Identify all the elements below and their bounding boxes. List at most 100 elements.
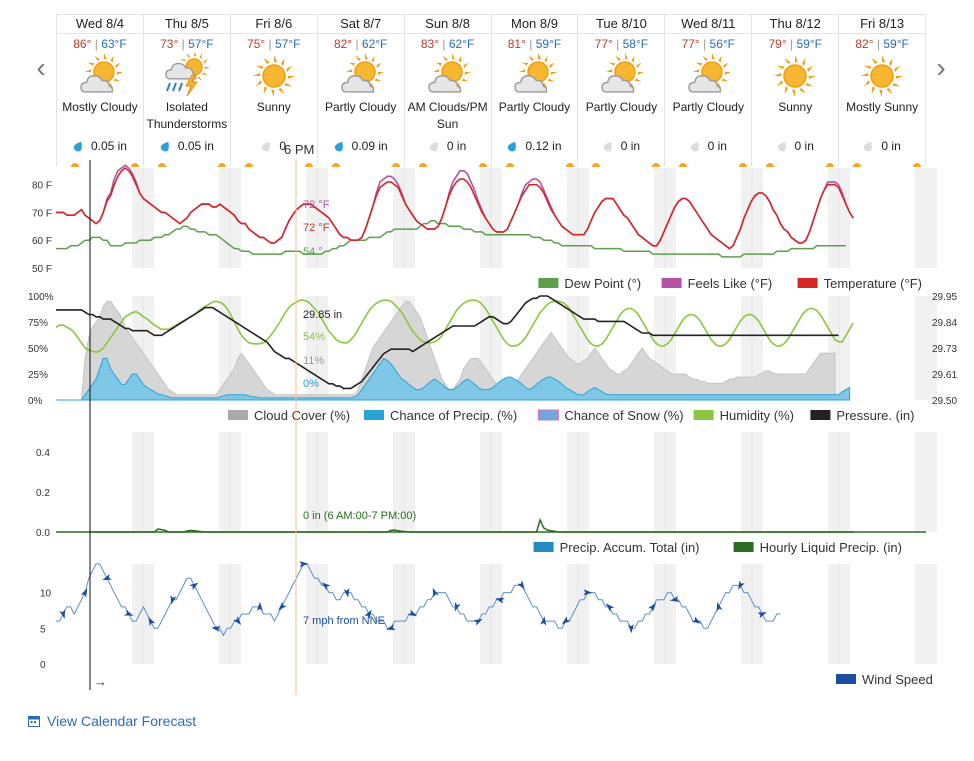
day-column[interactable]: Fri 8/6 75° | 57°F Sunny 0: [230, 15, 318, 167]
day-column[interactable]: Wed 8/11 77° | 56°F Partly Cloudy 0 in: [665, 15, 753, 167]
current-time-arrow: →: [94, 674, 107, 689]
precip-amount: 0 in: [446, 139, 467, 153]
condition-text: Mostly Sunny: [846, 100, 919, 114]
wind-arrow-head: [561, 616, 571, 625]
y2-tick-label: 29.84: [932, 318, 957, 329]
daily-precip: 0 in: [578, 139, 664, 153]
wind-direction-arrow: [299, 561, 309, 568]
legend-label: Wind Speed: [862, 672, 933, 687]
legend-swatch: [836, 674, 856, 684]
legend-swatch: [537, 409, 559, 421]
wind-direction-arrow: [627, 624, 634, 634]
legend-label: Dew Point (°): [564, 276, 641, 291]
no-rain-drop-icon: [603, 141, 612, 151]
legend-swatch: [693, 410, 714, 420]
day-column[interactable]: Thu 8/12 79° | 59°F Sunny 0 in: [752, 15, 840, 167]
night-band: [915, 296, 937, 400]
y-tick-label: 100%: [28, 292, 54, 303]
hover-time-label: 6 PM: [284, 142, 315, 157]
high-temp: 82°: [333, 37, 353, 51]
wind-arrow-head: [233, 616, 242, 625]
wind-direction-arrow: [583, 589, 593, 596]
view-calendar-forecast-link[interactable]: View Calendar Forecast: [28, 713, 196, 729]
legend-label: Temperature (°F): [824, 276, 922, 291]
daily-precip: 0.05 in: [57, 139, 143, 153]
high-temp: 81°: [507, 37, 526, 51]
wind-direction-arrow: [278, 601, 287, 611]
wind-direction-arrow: [432, 587, 439, 598]
legend-label: Precip. Accum. Total (in): [560, 540, 700, 555]
wind-arrow-head: [59, 609, 66, 619]
wind-arrow-head: [648, 602, 657, 612]
no-rain-drop-icon: [262, 141, 271, 151]
sunny-icon: [861, 55, 904, 97]
precip-amount: 0 in: [707, 139, 727, 153]
day-column[interactable]: Sat 8/7 82° | 62°F Partly Cloudy 0.09 in: [317, 15, 405, 167]
wind-arrow-head: [517, 580, 525, 590]
no-rain-drop-icon: [429, 141, 438, 151]
high-temp: 86°: [73, 37, 92, 51]
day-column[interactable]: Wed 8/4 86° | 63°F Mostly Cloudy 0.05 in: [57, 15, 144, 167]
wind-arrow-head: [124, 609, 134, 616]
high-temp: 77°: [681, 37, 700, 51]
high-temp: 83°: [420, 37, 439, 51]
day-column[interactable]: Thu 8/5 73° | 57°F Isolated Thunderstorm…: [143, 15, 231, 167]
chance-precip-area: [56, 357, 851, 401]
day-temps: 82° | 62°F: [333, 37, 388, 51]
tooltip-feels-like: 72 °F: [303, 199, 330, 211]
wind-arrow-head: [716, 602, 723, 612]
previous-day-arrow[interactable]: ‹: [36, 52, 46, 83]
next-day-arrow[interactable]: ›: [936, 52, 946, 83]
wind-arrow-head: [364, 609, 372, 619]
wind-direction-arrow: [80, 588, 88, 598]
wind-arrow-head: [211, 625, 221, 632]
wind-arrow-head: [432, 587, 439, 598]
wind-direction-arrow: [343, 588, 350, 598]
wind-arrow-head: [669, 596, 680, 602]
day-name: Sun 8/8: [404, 15, 491, 34]
day-name: Mon 8/9: [491, 15, 578, 34]
y-tick-label: 5: [40, 624, 46, 635]
y-tick-label: 50%: [28, 344, 48, 355]
high-temp: 73°: [160, 37, 179, 51]
day-column[interactable]: Sun 8/8 83° | 62°F AM Clouds/PM Sun 0 in: [404, 15, 492, 167]
low-temp: 59°F: [796, 37, 822, 51]
day-column[interactable]: Mon 8/9 81° | 59°F Partly Cloudy 0.12 in: [491, 15, 579, 167]
night-band: [915, 564, 937, 664]
wind-arrow-head: [540, 616, 547, 626]
wind-speed-line: [56, 563, 781, 637]
precip-amount: 0.05 in: [177, 139, 214, 153]
day-column[interactable]: Fri 8/13 82° | 59°F Mostly Sunny 0 in: [839, 15, 927, 167]
partly-cloudy-icon: [688, 53, 732, 93]
partly-cloudy-icon: [601, 53, 645, 93]
legend-label: Humidity (%): [720, 408, 794, 423]
wind-arrow-head: [170, 595, 177, 605]
wind-arrow-head: [738, 580, 745, 590]
pressure-line: [56, 295, 839, 390]
day-column[interactable]: Tue 8/10 77° | 58°F Partly Cloudy 0 in: [578, 15, 666, 167]
precip-amount: 0 in: [881, 139, 901, 153]
day-name: Thu 8/12: [752, 15, 839, 34]
precip-amount: 0: [279, 139, 287, 153]
y2-tick-label: 29.73: [932, 344, 957, 355]
y-tick-label: 0.2: [36, 488, 50, 499]
wind-arrow-head: [102, 574, 112, 581]
wind-direction-arrow: [738, 580, 745, 590]
precip-amount: 0 in: [794, 139, 814, 153]
wind-direction-arrow: [59, 609, 66, 619]
sunrise-sunset-icon: [331, 163, 400, 167]
tooltip-chance-precip: 0%: [303, 378, 319, 390]
sunrise-sunset-icon: [157, 163, 226, 167]
wind-direction-arrow: [148, 616, 156, 627]
wind-direction-arrow: [321, 582, 331, 591]
sunrise-sunset-icon: [679, 163, 748, 167]
condition-text: Partly Cloudy: [498, 100, 571, 114]
low-temp: 56°F: [709, 37, 736, 51]
wind-arrow-head: [189, 582, 199, 591]
day-temps: 83° | 62°F: [420, 37, 475, 51]
wind-direction-arrow: [102, 574, 112, 581]
calendar-icon: [28, 716, 40, 727]
series-line: [56, 220, 846, 258]
y-tick-label: 80 F: [32, 181, 52, 192]
rain-drop-icon: [73, 141, 82, 151]
